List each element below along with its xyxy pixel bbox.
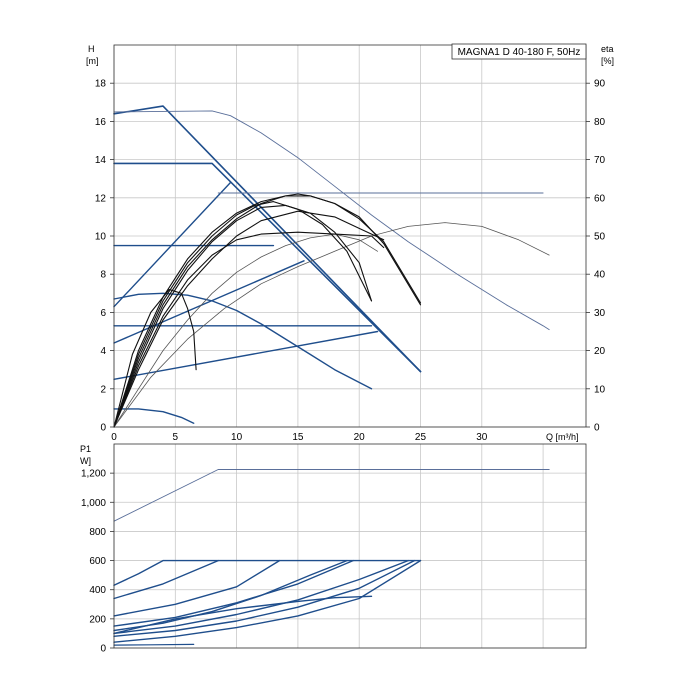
y-tick-label: 8 (100, 270, 106, 281)
x-tick-label: 5 (173, 432, 179, 443)
y-tick-label: 2 (100, 384, 106, 395)
power-axis-label: P1 (80, 444, 91, 454)
head-curves (113, 105, 550, 424)
power-curve-11 (113, 643, 195, 646)
flow-tick-labels: 0 5 10 15 20 25 30 (111, 432, 488, 443)
power-tick-label: 200 (89, 614, 106, 625)
efficiency-axis-unit: [%] (601, 56, 614, 66)
y-tick-label: 16 (95, 117, 107, 128)
y2-tick-label: 90 (594, 79, 606, 90)
y2-tick-label: 30 (594, 308, 606, 319)
head-curve-9 (113, 408, 195, 424)
head-axis-unit: [m] (86, 56, 99, 66)
y2-tick-label: 10 (594, 384, 606, 395)
y-tick-label: 4 (100, 346, 106, 357)
efficiency-tick-labels: 0 10 20 30 40 50 60 70 80 90 (594, 79, 606, 434)
head-curve-3 (113, 181, 232, 308)
power-tick-label: 0 (100, 644, 106, 655)
power-tick-label: 400 (89, 585, 106, 596)
efficiency-curve-2 (113, 233, 379, 428)
x-tick-label: 20 (354, 432, 366, 443)
y2-tick-label: 40 (594, 270, 606, 281)
y-tick-label: 10 (95, 232, 107, 243)
power-tick-label: 1,200 (81, 469, 106, 480)
head-curve-5 (113, 260, 305, 344)
efficiency-curve-8 (113, 210, 385, 428)
title-box (451, 43, 587, 60)
head-curve-8 (113, 292, 373, 390)
power-curve-1 (113, 469, 550, 522)
power-tick-labels: 0 200 400 600 800 1,000 1,200 (81, 469, 106, 655)
power-panel: 0 200 400 600 800 1,000 1,200 P1 W] (80, 443, 587, 655)
efficiency-axis-label: eta (601, 44, 614, 54)
x-tick-label: 30 (476, 432, 488, 443)
power-curve-10 (113, 595, 373, 635)
y-tick-label: 18 (95, 79, 107, 90)
x-tick-label: 10 (231, 432, 243, 443)
power-axis-unit: W] (80, 456, 91, 466)
power-tick-label: 600 (89, 556, 106, 567)
head-curve-2 (113, 162, 422, 373)
efficiency-curve-6 (113, 201, 373, 428)
power-curve-4 (113, 559, 281, 617)
head-grid (110, 45, 590, 428)
y-tick-label: 0 (100, 423, 106, 434)
power-curve-7 (113, 559, 409, 635)
power-curve-8 (113, 559, 416, 637)
y-tick-label: 12 (95, 193, 107, 204)
efficiency-curve-7 (113, 231, 385, 428)
efficiency-curve-4 (113, 193, 422, 428)
efficiency-curve-1 (113, 222, 550, 428)
y2-tick-label: 80 (594, 117, 606, 128)
head-plot-frame (113, 44, 587, 428)
y-tick-label: 6 (100, 308, 106, 319)
chart-title: MAGNA1 D 40-180 F, 50Hz (458, 47, 581, 58)
y2-tick-label: 70 (594, 155, 606, 166)
head-tick-labels: 0 2 4 6 8 10 12 14 16 18 (95, 79, 107, 434)
efficiency-curves (113, 193, 550, 428)
efficiency-curve-5 (113, 204, 373, 428)
power-tick-label: 800 (89, 527, 106, 538)
flow-axis-label: Q [m³/h] (546, 432, 579, 442)
head-curve-10 (113, 110, 550, 331)
power-curve-9 (113, 559, 422, 643)
x-tick-label: 25 (415, 432, 427, 443)
power-curves (113, 469, 550, 646)
head-efficiency-panel: 0 5 10 15 20 25 30 0 2 4 6 8 10 12 14 16 18 0 10 20 30 40 50… (86, 43, 614, 443)
power-plot-frame (113, 443, 587, 649)
y2-tick-label: 50 (594, 232, 606, 243)
x-tick-label: 0 (111, 432, 117, 443)
power-curve-3 (113, 559, 219, 600)
head-curve-1 (113, 105, 422, 373)
head-axis-label: H (88, 44, 95, 54)
x-tick-label: 15 (292, 432, 304, 443)
y-tick-label: 14 (95, 155, 107, 166)
y2-tick-label: 0 (594, 423, 600, 434)
head-curve-7 (113, 330, 379, 380)
power-curve-2 (113, 559, 422, 586)
efficiency-curve-9 (113, 288, 197, 428)
y2-tick-label: 20 (594, 346, 606, 357)
power-tick-label: 1,000 (81, 498, 106, 509)
power-curve-5 (113, 559, 354, 627)
y2-tick-label: 60 (594, 193, 606, 204)
